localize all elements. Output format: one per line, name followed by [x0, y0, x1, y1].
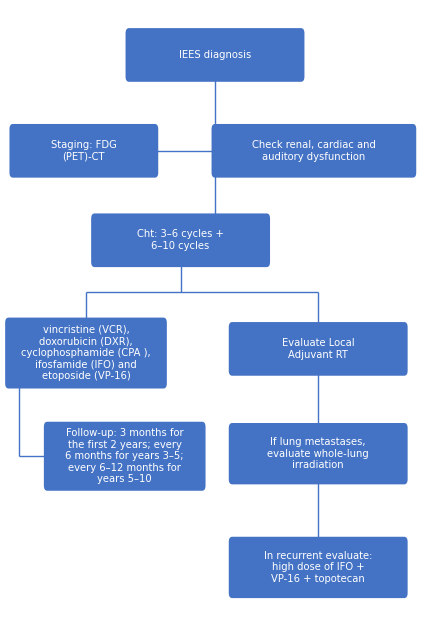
FancyBboxPatch shape: [5, 318, 167, 389]
FancyBboxPatch shape: [44, 422, 206, 491]
FancyBboxPatch shape: [229, 537, 408, 598]
FancyBboxPatch shape: [212, 124, 416, 178]
Text: Staging: FDG
(PET)-CT: Staging: FDG (PET)-CT: [51, 140, 117, 162]
Text: If lung metastases,
evaluate whole-lung
irradiation: If lung metastases, evaluate whole-lung …: [267, 437, 369, 470]
Text: In recurrent evaluate:
high dose of IFO +
VP-16 + topotecan: In recurrent evaluate: high dose of IFO …: [264, 551, 372, 584]
FancyBboxPatch shape: [126, 28, 304, 82]
Text: vincristine (VCR),
doxorubicin (DXR),
cyclophosphamide (CPA ),
ifosfamide (IFO) : vincristine (VCR), doxorubicin (DXR), cy…: [21, 325, 151, 381]
FancyBboxPatch shape: [229, 423, 408, 484]
Text: IEES diagnosis: IEES diagnosis: [179, 50, 251, 60]
Text: Check renal, cardiac and
auditory dysfunction: Check renal, cardiac and auditory dysfun…: [252, 140, 376, 162]
FancyBboxPatch shape: [9, 124, 158, 178]
FancyBboxPatch shape: [229, 322, 408, 376]
Text: Follow-up: 3 months for
the first 2 years; every
6 months for years 3–5;
every 6: Follow-up: 3 months for the first 2 year…: [65, 428, 184, 484]
FancyBboxPatch shape: [91, 213, 270, 267]
Text: Cht: 3–6 cycles +
6–10 cycles: Cht: 3–6 cycles + 6–10 cycles: [137, 229, 224, 251]
Text: Evaluate Local
Adjuvant RT: Evaluate Local Adjuvant RT: [282, 338, 354, 360]
